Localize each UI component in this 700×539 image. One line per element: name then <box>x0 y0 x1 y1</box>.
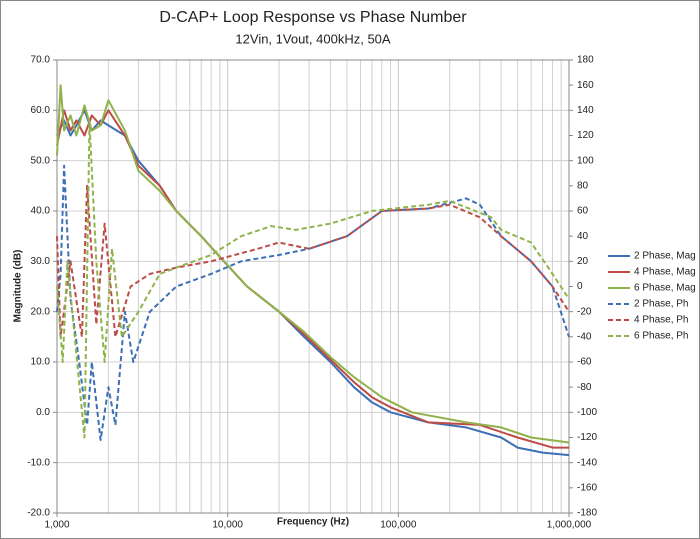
y2-tick-label: 60 <box>577 206 589 217</box>
x-tick-label: 100,000 <box>380 520 417 531</box>
y2-tick-label: -180 <box>577 508 597 519</box>
y2-tick-label: -140 <box>577 457 597 468</box>
y-tick-label: -10.0 <box>27 457 50 468</box>
y2-tick-label: 180 <box>577 55 594 66</box>
legend-label: 4 Phase, Ph <box>634 315 688 326</box>
y2-tick-label: 140 <box>577 105 594 116</box>
series-line <box>56 84 570 444</box>
y2-tick-label: 100 <box>577 155 594 166</box>
series-line <box>56 164 570 441</box>
y-tick-label: 70.0 <box>31 55 51 66</box>
y-tick-label: 40.0 <box>31 206 51 217</box>
y2-tick-label: 120 <box>577 130 594 141</box>
legend-label: 2 Phase, Ph <box>634 299 688 310</box>
y2-tick-label: 80 <box>577 180 589 191</box>
y2-tick-label: -40 <box>577 331 592 342</box>
chart-title: D-CAP+ Loop Response vs Phase Number <box>159 9 467 26</box>
y-tick-label: 10.0 <box>31 357 51 368</box>
y-tick-label: 20.0 <box>31 306 51 317</box>
y-axis-title: Magnitude (dB) <box>13 250 24 323</box>
y2-tick-label: -80 <box>577 382 592 393</box>
legend-label: 4 Phase, Mag <box>634 267 696 278</box>
legend-label: 6 Phase, Mag <box>634 283 696 294</box>
x-tick-label: 1,000 <box>44 520 69 531</box>
x-tick-label: 10,000 <box>212 520 243 531</box>
y-tick-label: 30.0 <box>31 256 51 267</box>
legend-label: 2 Phase, Mag <box>634 251 696 262</box>
x-tick-label: 1,000,000 <box>547 520 592 531</box>
y2-tick-label: -120 <box>577 432 597 443</box>
chart-subtitle: 12Vin, 1Vout, 400kHz, 50A <box>235 31 390 46</box>
y-tick-label: 50.0 <box>31 155 51 166</box>
y2-tick-label: -160 <box>577 482 597 493</box>
series-line <box>56 184 570 338</box>
y2-tick-label: -20 <box>577 306 592 317</box>
legend-label: 6 Phase, Ph <box>634 331 688 342</box>
y2-tick-label: 160 <box>577 80 594 91</box>
y2-tick-label: -100 <box>577 407 597 418</box>
y2-tick-label: 0 <box>577 281 583 292</box>
y2-tick-label: -60 <box>577 357 592 368</box>
y-tick-label: 60.0 <box>31 105 51 116</box>
series-line <box>56 121 570 439</box>
y2-tick-label: 40 <box>577 231 589 242</box>
y-tick-label: 0.0 <box>36 407 50 418</box>
x-axis-title: Frequency (Hz) <box>277 517 349 528</box>
y2-tick-label: 20 <box>577 256 589 267</box>
y-tick-label: -20.0 <box>27 508 50 519</box>
